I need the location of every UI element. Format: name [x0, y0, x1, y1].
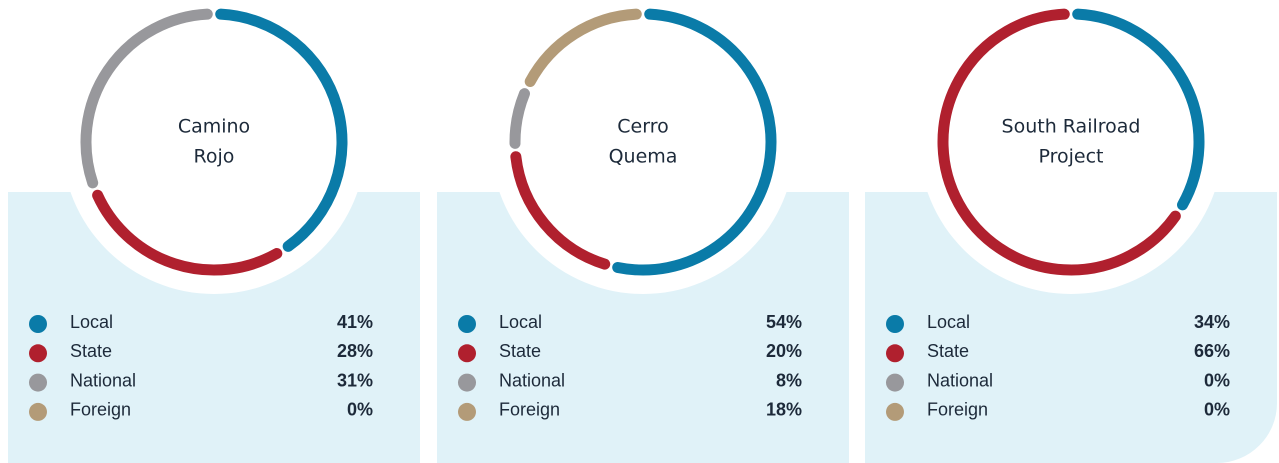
- donut-title: Rojo: [194, 146, 235, 168]
- panel-cutout: [491, 0, 795, 294]
- legend-dot: [458, 315, 476, 333]
- legend-dot: [29, 315, 47, 333]
- legend-value: 8%: [776, 370, 802, 390]
- legend-panel: [865, 192, 1277, 463]
- legend-label: State: [927, 341, 969, 361]
- legend-dot: [886, 315, 904, 333]
- legend-label: Local: [927, 312, 970, 332]
- donut-title: Cerro: [617, 116, 668, 138]
- legend-value: 31%: [337, 370, 373, 390]
- legend-value: 34%: [1194, 312, 1230, 332]
- donut-title: Camino: [178, 116, 250, 138]
- legend-dot: [886, 402, 904, 421]
- donut-segment: [524, 8, 642, 88]
- legend-label: State: [499, 341, 541, 361]
- legend-label: National: [499, 370, 565, 390]
- legend-label: Foreign: [927, 400, 988, 420]
- donut-segment: [937, 8, 1181, 276]
- legend-dot: [886, 344, 904, 363]
- legend-dot: [29, 344, 47, 363]
- panel-cutout: [62, 0, 366, 294]
- legend-value: 41%: [337, 312, 373, 332]
- donut-title: South Railroad: [1002, 116, 1141, 138]
- legend-value: 0%: [1204, 400, 1230, 420]
- legend-dot: [458, 402, 476, 421]
- legend-dot: [886, 373, 904, 392]
- legend-panel: [8, 192, 420, 463]
- legend-dot: [29, 402, 47, 421]
- donut-segment: [215, 8, 348, 252]
- panel-cutout: [919, 0, 1223, 294]
- legend-value: 0%: [1204, 370, 1230, 390]
- legend-value: 0%: [347, 400, 373, 420]
- legend-label: Local: [499, 312, 542, 332]
- donut-segment: [612, 8, 777, 276]
- legend-label: Foreign: [70, 400, 131, 420]
- legend-label: Foreign: [499, 400, 560, 420]
- donut-segment: [80, 8, 213, 189]
- legend-value: 28%: [337, 341, 373, 361]
- donut-segment: [510, 151, 611, 270]
- legend-dot: [458, 344, 476, 363]
- legend-value: 54%: [766, 312, 802, 332]
- legend-label: National: [927, 370, 993, 390]
- legend-value: 66%: [1194, 341, 1230, 361]
- legend-dot: [29, 373, 47, 392]
- donut-title: Project: [1038, 146, 1103, 168]
- legend-dot: [458, 373, 476, 392]
- legend-value: 20%: [766, 341, 802, 361]
- donut-segment: [1072, 8, 1205, 211]
- donut-title: Quema: [609, 146, 678, 168]
- legend-label: Local: [70, 312, 113, 332]
- legend-label: National: [70, 370, 136, 390]
- legend-label: State: [70, 341, 112, 361]
- legend-value: 18%: [766, 400, 802, 420]
- donut-segment: [92, 189, 283, 276]
- donut-segment: [509, 88, 530, 149]
- legend-panel: [437, 192, 849, 463]
